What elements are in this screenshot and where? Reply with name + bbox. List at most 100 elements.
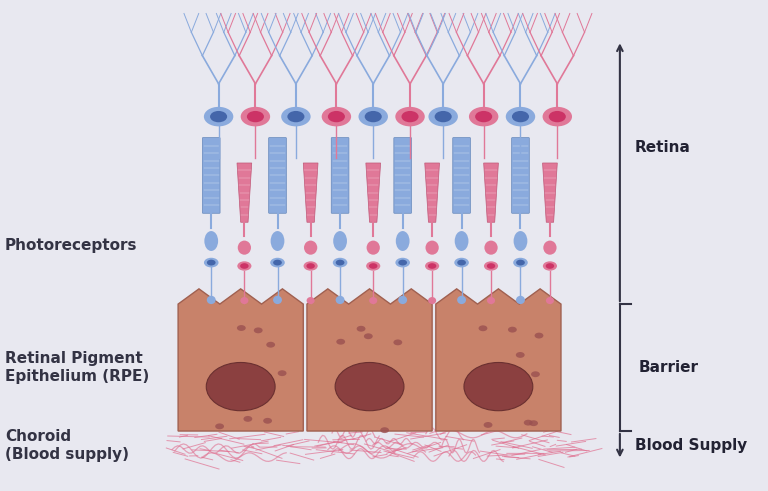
Circle shape [508,327,517,332]
Circle shape [487,263,495,269]
Text: Retinal Pigment
Epithelium (RPE): Retinal Pigment Epithelium (RPE) [5,352,149,384]
Ellipse shape [369,297,377,304]
Circle shape [543,261,557,271]
Circle shape [512,111,529,122]
Polygon shape [307,289,432,431]
Circle shape [457,260,466,266]
Ellipse shape [546,297,554,304]
Circle shape [396,258,410,268]
Circle shape [303,261,318,271]
Circle shape [328,111,345,122]
Circle shape [542,107,572,126]
Circle shape [281,107,310,126]
Ellipse shape [238,241,251,255]
Ellipse shape [455,231,468,251]
Circle shape [336,260,345,266]
Circle shape [435,111,452,122]
Ellipse shape [207,296,216,304]
Circle shape [529,420,538,426]
Circle shape [207,260,216,266]
Circle shape [380,427,389,433]
Circle shape [266,342,275,348]
Ellipse shape [366,241,380,255]
Ellipse shape [428,297,436,304]
Circle shape [425,261,439,271]
Circle shape [455,258,469,268]
Circle shape [287,111,304,122]
Ellipse shape [240,297,248,304]
Ellipse shape [396,231,409,251]
Circle shape [215,423,224,429]
Circle shape [356,326,366,332]
FancyBboxPatch shape [394,137,412,213]
Circle shape [484,422,492,428]
Circle shape [364,333,372,339]
Circle shape [549,111,566,122]
Ellipse shape [304,241,317,255]
Circle shape [333,258,347,268]
Ellipse shape [270,231,284,251]
Circle shape [359,107,388,126]
Circle shape [531,371,540,377]
Circle shape [396,107,425,126]
Ellipse shape [306,297,315,304]
Circle shape [429,107,458,126]
Ellipse shape [273,296,282,304]
Ellipse shape [516,296,525,304]
Polygon shape [425,163,439,222]
Ellipse shape [204,231,218,251]
Circle shape [306,263,315,269]
Circle shape [253,327,263,333]
Circle shape [204,107,233,126]
Text: Blood Supply: Blood Supply [634,438,746,453]
Circle shape [393,339,402,345]
Polygon shape [484,163,498,222]
Circle shape [366,261,380,271]
FancyBboxPatch shape [453,137,471,213]
Ellipse shape [514,231,528,251]
Polygon shape [366,163,381,222]
Circle shape [513,258,528,268]
Circle shape [506,107,535,126]
FancyBboxPatch shape [203,137,220,213]
Circle shape [240,263,249,269]
Circle shape [237,325,246,331]
Circle shape [428,263,436,269]
Circle shape [399,260,407,266]
Circle shape [369,263,377,269]
Circle shape [546,263,554,269]
Circle shape [336,339,345,345]
Text: Photoreceptors: Photoreceptors [5,238,137,253]
Circle shape [273,260,282,266]
Text: Barrier: Barrier [638,360,698,375]
Circle shape [475,111,492,122]
Circle shape [270,258,285,268]
Text: Choroid
(Blood supply): Choroid (Blood supply) [5,430,129,462]
Ellipse shape [464,362,533,410]
Circle shape [322,107,351,126]
Polygon shape [178,289,303,431]
Polygon shape [303,163,318,222]
Circle shape [524,420,533,426]
Ellipse shape [425,241,439,255]
Circle shape [237,261,251,271]
FancyBboxPatch shape [511,137,529,213]
Circle shape [240,107,270,126]
Circle shape [365,111,382,122]
Ellipse shape [399,296,407,304]
Circle shape [263,418,272,424]
Ellipse shape [335,362,404,410]
Circle shape [204,258,219,268]
Ellipse shape [207,362,275,410]
Circle shape [210,111,227,122]
Circle shape [535,332,544,338]
Ellipse shape [333,231,347,251]
FancyBboxPatch shape [269,137,286,213]
Circle shape [469,107,498,126]
Polygon shape [435,289,561,431]
Polygon shape [542,163,558,222]
Circle shape [402,111,419,122]
Circle shape [484,261,498,271]
Ellipse shape [485,241,498,255]
Circle shape [478,326,488,331]
